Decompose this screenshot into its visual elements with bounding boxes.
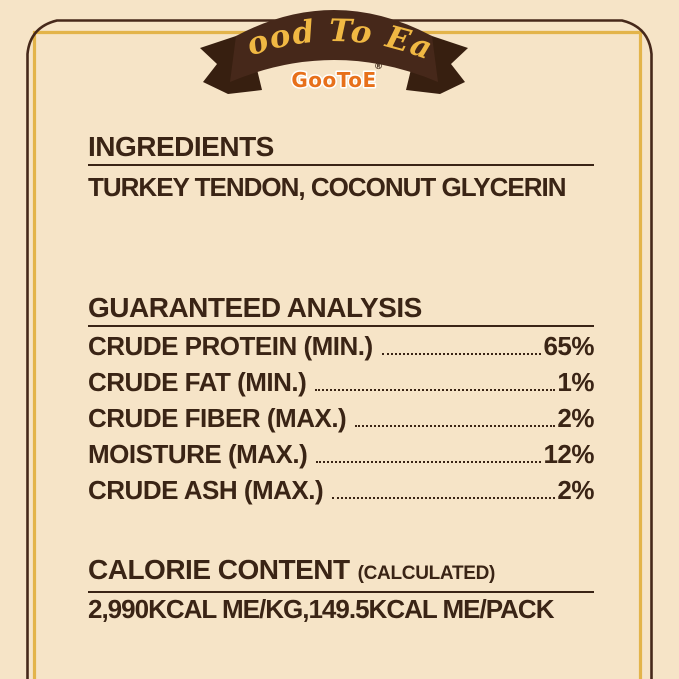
analysis-label: MOISTURE (MAX.) [88,439,308,469]
dotted-leader [381,353,542,355]
analysis-value: 2% [557,403,594,433]
ingredients-heading: INGREDIENTS [88,133,594,166]
ribbon-banner: Good To Eat GooToE ® [198,6,470,106]
analysis-label: CRUDE PROTEIN (MIN.) [88,331,373,361]
analysis-value: 1% [557,367,594,397]
analysis-label: CRUDE FIBER (MAX.) [88,403,347,433]
analysis-value: 2% [557,475,594,505]
analysis-label: CRUDE FAT (MIN.) [88,367,307,397]
dotted-leader [355,425,556,427]
guaranteed-analysis-heading: GUARANTEED ANALYSIS [88,294,594,327]
dotted-leader [316,461,542,463]
calorie-content-heading: CALORIE CONTENT (CALCULATED) [88,556,594,593]
dotted-leader [332,497,556,499]
ribbon-band [230,10,438,82]
analysis-row-crude-ash: CRUDE ASH (MAX.) 2% [88,477,594,503]
calorie-content-text: 2,990KCAL ME/KG,149.5KCAL ME/PACK [88,594,554,624]
analysis-row-crude-fiber: CRUDE FIBER (MAX.) 2% [88,405,594,431]
brand-logo: GooToE [291,68,376,92]
calorie-heading-main: CALORIE CONTENT [88,554,350,585]
analysis-row-crude-protein: CRUDE PROTEIN (MIN.) 65% [88,333,594,359]
analysis-label: CRUDE ASH (MAX.) [88,475,324,505]
ingredients-text: TURKEY TENDON, COCONUT GLYCERIN [88,172,567,202]
label-content: INGREDIENTS TURKEY TENDON, COCONUT GLYCE… [88,0,594,679]
analysis-value: 65% [543,331,594,361]
calorie-heading-sub: (CALCULATED) [357,563,496,584]
dotted-leader [315,389,556,391]
analysis-value: 12% [543,439,594,469]
registered-trademark-icon: ® [374,62,383,72]
analysis-row-crude-fat: CRUDE FAT (MIN.) 1% [88,369,594,395]
analysis-row-moisture: MOISTURE (MAX.) 12% [88,441,594,467]
